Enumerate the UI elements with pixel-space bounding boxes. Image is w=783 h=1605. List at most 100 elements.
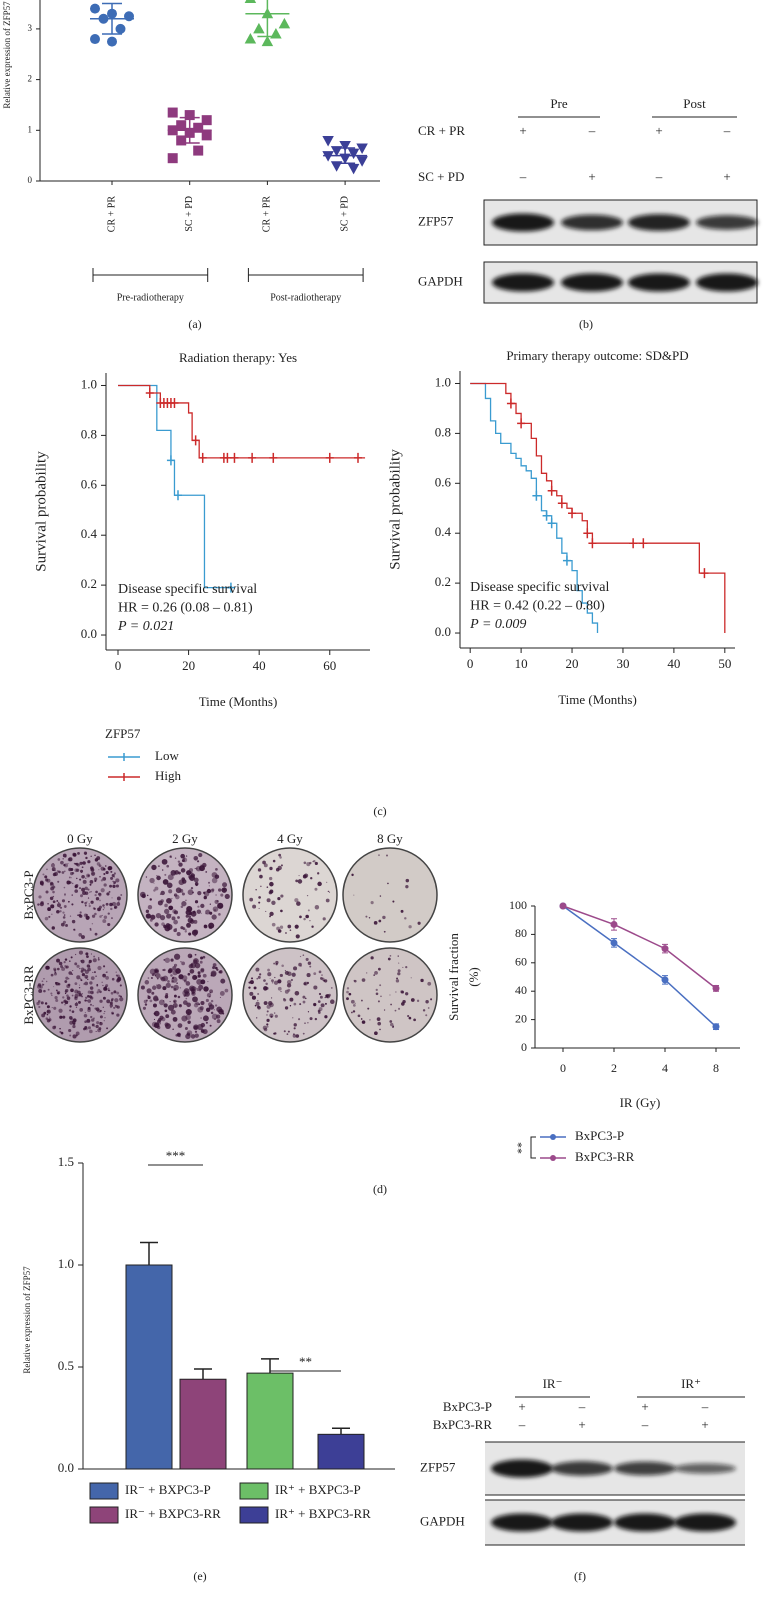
colony — [172, 1016, 178, 1022]
colony — [37, 983, 42, 987]
colony — [71, 871, 75, 875]
colony — [217, 902, 224, 909]
colony — [317, 1009, 321, 1013]
y-axis-label: Survival probability — [33, 451, 49, 572]
colony — [157, 1019, 161, 1024]
series-line — [562, 905, 717, 1028]
colony — [309, 1017, 313, 1021]
colony — [87, 990, 91, 994]
colony — [102, 908, 105, 911]
colony — [99, 899, 101, 902]
colony — [70, 877, 72, 879]
colony — [220, 905, 223, 909]
x-tick-label: 2 — [611, 1061, 617, 1075]
colony — [177, 995, 181, 999]
colony — [273, 1012, 276, 1014]
colony — [88, 995, 93, 999]
colony — [273, 962, 276, 965]
y-tick-label: 3 — [28, 23, 33, 33]
colony — [205, 909, 211, 915]
colony — [190, 886, 194, 890]
blot-band — [551, 1513, 613, 1532]
colony — [361, 1020, 366, 1024]
colony — [328, 993, 332, 997]
colony — [156, 984, 162, 990]
censor-mark — [588, 538, 597, 549]
colony — [193, 1002, 199, 1008]
colony — [378, 967, 381, 971]
colony — [71, 919, 76, 924]
colony — [140, 985, 145, 990]
colony — [101, 914, 103, 916]
colony — [178, 862, 183, 867]
colony — [295, 879, 299, 883]
legend-label: IR⁺ + BXPC3-P — [275, 1482, 361, 1497]
data-point — [124, 11, 134, 22]
colony — [224, 893, 230, 900]
colony — [191, 991, 196, 996]
colony — [357, 1014, 361, 1018]
blot-band — [614, 1513, 676, 1532]
colony — [269, 1002, 274, 1008]
colony — [190, 911, 197, 917]
y-tick-label: 0 — [521, 1040, 527, 1054]
colony — [255, 889, 257, 891]
colony — [80, 978, 82, 980]
colony — [79, 878, 82, 881]
colony — [45, 890, 49, 894]
colony — [46, 868, 48, 871]
colony — [400, 909, 404, 913]
colony — [79, 967, 81, 970]
colony — [402, 966, 404, 968]
data-point — [261, 35, 274, 47]
colony — [425, 1014, 428, 1017]
colony — [299, 955, 302, 958]
colony — [410, 977, 412, 979]
y-tick-label: 0.4 — [435, 524, 452, 539]
blot-band — [561, 273, 623, 292]
colony — [87, 999, 92, 1003]
colony — [79, 911, 82, 914]
colony — [72, 1022, 76, 1025]
colony — [259, 874, 263, 879]
colony — [178, 974, 184, 980]
colony — [60, 922, 65, 927]
colony — [87, 888, 90, 891]
data-point — [107, 36, 117, 47]
colony — [161, 858, 168, 865]
colony — [190, 955, 193, 958]
colony — [111, 977, 115, 981]
colony — [155, 912, 162, 919]
censor-mark — [700, 568, 709, 579]
colony — [84, 969, 89, 974]
colony — [218, 888, 222, 892]
bar — [317, 1433, 365, 1470]
colony — [166, 913, 172, 919]
colony — [105, 870, 109, 875]
colony — [354, 979, 357, 983]
colony — [68, 857, 71, 860]
colony — [49, 881, 54, 886]
colony — [173, 919, 178, 925]
colony — [87, 1008, 91, 1013]
colony — [224, 988, 229, 993]
colony — [220, 1010, 223, 1013]
censor-mark — [223, 452, 232, 463]
colony — [164, 994, 169, 999]
colony — [95, 890, 98, 894]
y-tick-label: 0 — [28, 175, 33, 185]
series-line — [562, 905, 717, 989]
colony — [165, 993, 169, 996]
colony — [162, 975, 169, 982]
colony — [193, 855, 199, 861]
bar — [125, 1264, 173, 1470]
data-point — [347, 148, 360, 160]
colony — [194, 900, 199, 904]
colony — [293, 1027, 296, 1030]
y-tick-label: 2 — [28, 74, 33, 84]
colony — [64, 990, 68, 993]
colony — [146, 988, 152, 994]
colony — [279, 973, 283, 978]
colony — [117, 976, 121, 981]
colony — [165, 923, 170, 928]
